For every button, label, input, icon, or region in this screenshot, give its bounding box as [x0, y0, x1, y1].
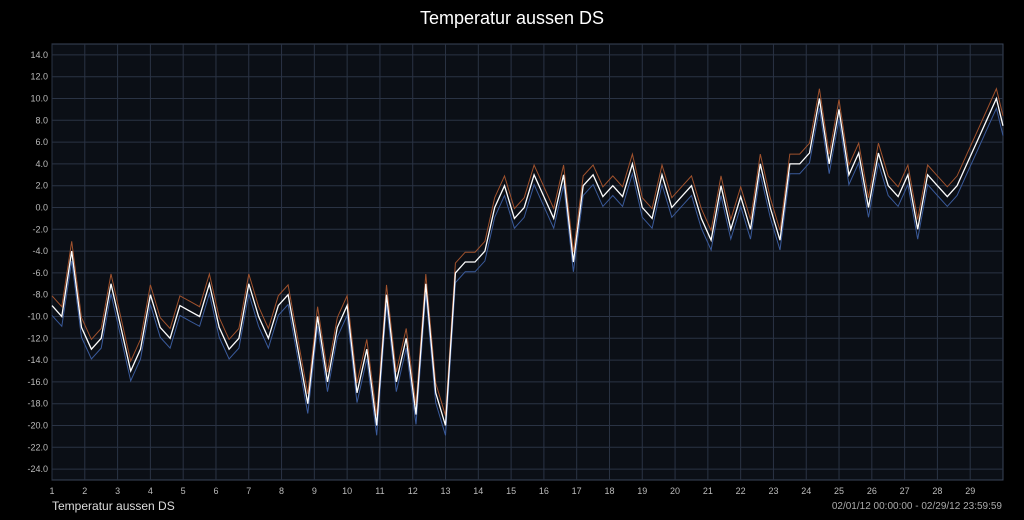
- y-tick-label: 10.0: [30, 94, 48, 104]
- x-tick-label: 1: [49, 486, 54, 496]
- x-tick-label: 7: [246, 486, 251, 496]
- y-tick-label: -22.0: [27, 442, 48, 452]
- y-tick-label: -16.0: [27, 377, 48, 387]
- y-tick-label: -10.0: [27, 312, 48, 322]
- x-tick-label: 15: [506, 486, 516, 496]
- y-tick-label: -2.0: [32, 224, 48, 234]
- x-tick-label: 6: [213, 486, 218, 496]
- y-tick-label: 2.0: [35, 181, 48, 191]
- y-tick-label: -8.0: [32, 290, 48, 300]
- chart-title: Temperatur aussen DS: [419, 8, 605, 28]
- x-tick-label: 14: [473, 486, 483, 496]
- x-tick-label: 19: [637, 486, 647, 496]
- y-tick-label: 14.0: [30, 50, 48, 60]
- x-tick-label: 11: [375, 486, 384, 496]
- series-line-max: [51, 87, 1004, 416]
- x-tick-label: 10: [342, 486, 352, 496]
- plot-area: [51, 43, 1004, 481]
- y-tick-label: -6.0: [32, 268, 48, 278]
- y-tick-label: -18.0: [27, 399, 48, 409]
- y-tick-label: 0.0: [35, 203, 48, 213]
- x-tick-label: 24: [801, 486, 811, 496]
- x-tick-label: 2: [82, 486, 87, 496]
- x-tick-label: 27: [900, 486, 910, 496]
- x-tick-label: 13: [441, 486, 451, 496]
- series-line-min: [51, 106, 1004, 436]
- x-tick-label: 3: [115, 486, 120, 496]
- y-tick-label: 6.0: [35, 137, 48, 147]
- y-tick-label: 12.0: [30, 72, 48, 82]
- y-tick-label: 4.0: [35, 159, 48, 169]
- x-tick-label: 9: [312, 486, 317, 496]
- x-tick-label: 23: [768, 486, 778, 496]
- x-tick-label: 12: [408, 486, 418, 496]
- x-tick-label: 4: [148, 486, 153, 496]
- x-tick-label: 20: [670, 486, 680, 496]
- x-tick-label: 22: [736, 486, 746, 496]
- x-tick-label: 5: [181, 486, 186, 496]
- x-tick-label: 8: [279, 486, 284, 496]
- legend-label: Temperatur aussen DS: [52, 499, 175, 513]
- x-tick-label: 28: [932, 486, 942, 496]
- x-tick-label: 16: [539, 486, 549, 496]
- x-tick-label: 21: [703, 486, 713, 496]
- y-tick-label: -14.0: [27, 355, 48, 365]
- series-line-main: [51, 96, 1004, 426]
- y-tick-label: -24.0: [27, 464, 48, 474]
- y-tick-label: -4.0: [32, 246, 48, 256]
- date-range: 02/01/12 00:00:00 - 02/29/12 23:59:59: [831, 501, 1002, 512]
- x-tick-label: 29: [965, 486, 975, 496]
- x-tick-label: 18: [604, 486, 614, 496]
- x-tick-label: 25: [834, 486, 844, 496]
- x-tick-label: 17: [572, 486, 582, 496]
- y-tick-label: -20.0: [27, 421, 48, 431]
- y-tick-label: -12.0: [27, 333, 48, 343]
- x-tick-label: 26: [867, 486, 877, 496]
- y-tick-label: 8.0: [35, 115, 48, 125]
